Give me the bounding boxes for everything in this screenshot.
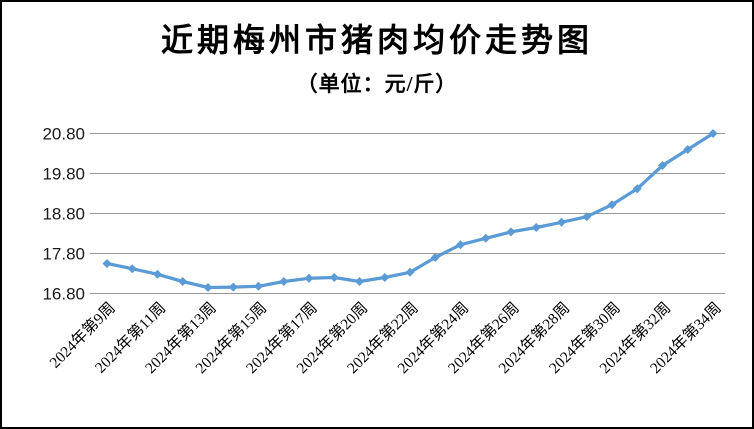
data-point-marker [531,223,541,232]
data-point-marker [127,264,137,274]
y-axis-tick-label: 18.80 [42,205,85,224]
chart-title: 近期梅州市猪肉均价走势图 [160,22,593,58]
data-point-marker [658,161,667,170]
data-point-marker [632,184,642,194]
data-point-marker [683,145,693,154]
data-point-marker [557,217,566,227]
data-point-marker [380,273,390,282]
data-point-marker [178,277,188,286]
price-series-line [105,131,715,290]
data-point-marker [203,283,213,292]
data-point-marker [481,233,491,243]
data-point-marker [456,240,465,250]
y-axis-tick-label: 20.80 [42,125,85,144]
data-point-marker [304,273,314,283]
data-point-marker [506,227,516,237]
data-point-marker [708,129,718,138]
data-point-marker [329,273,339,282]
chart-subtitle: （单位：元/斤） [296,72,458,96]
data-point-marker [607,200,617,210]
data-point-marker [279,277,289,286]
data-point-marker [102,259,112,268]
y-axis-tick-label: 17.80 [42,245,85,264]
y-axis-tick-label: 16.80 [42,285,85,304]
data-point-marker [430,253,440,262]
data-point-marker [582,212,592,222]
data-point-marker [405,267,415,277]
y-axis-tick-label: 19.80 [42,165,85,184]
data-point-marker [355,277,364,286]
data-point-marker [228,282,238,292]
data-point-marker [254,281,263,291]
data-point-marker [153,269,162,279]
